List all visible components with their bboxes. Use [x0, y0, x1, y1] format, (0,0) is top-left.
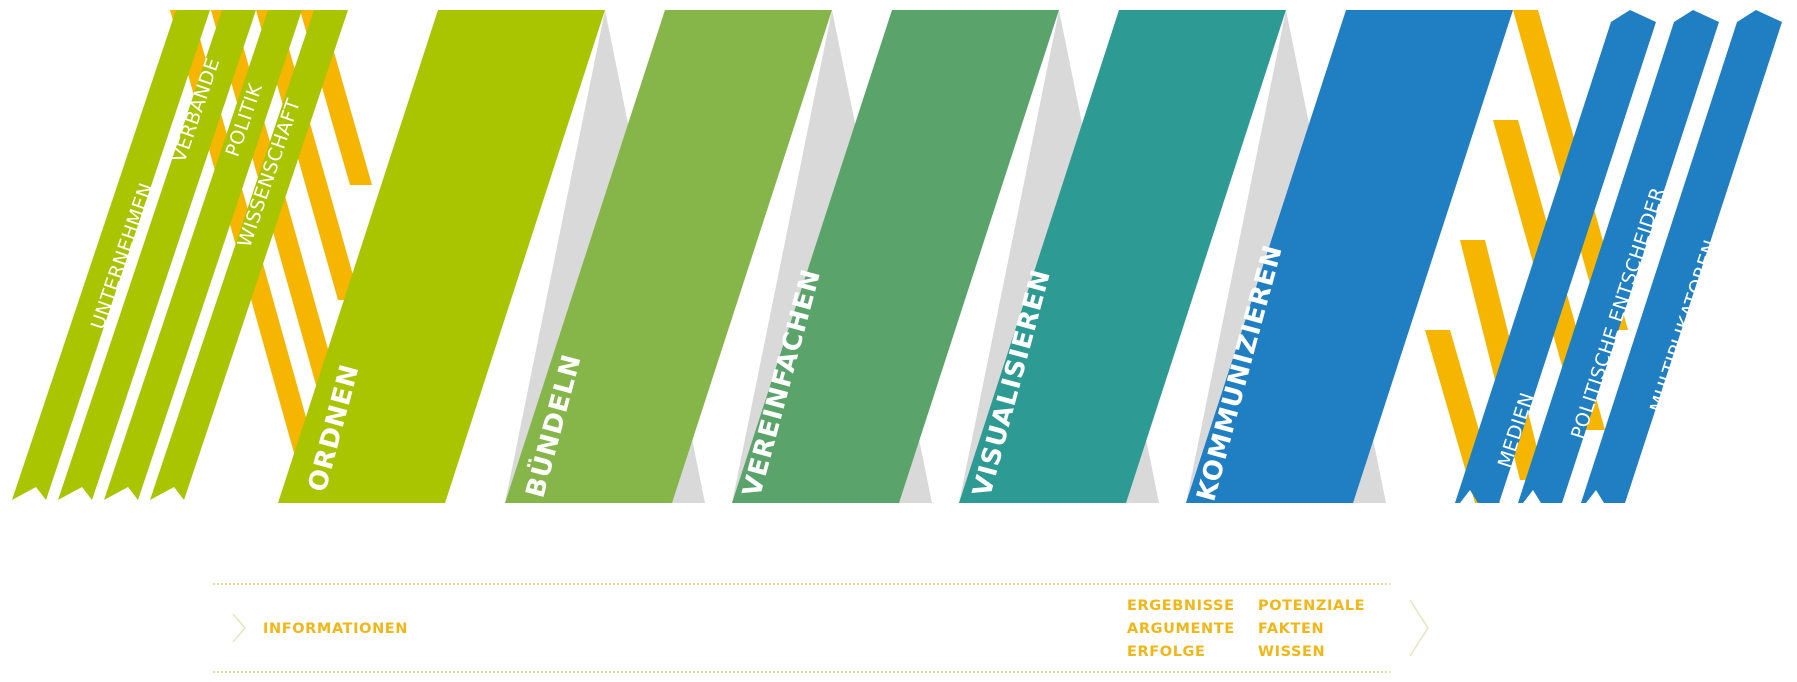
arrow-tip-ribbon — [1455, 10, 1656, 503]
info-input-label: INFORMATIONEN — [263, 621, 408, 637]
info-output-erfolge: ERFOLGE — [1127, 644, 1206, 660]
yellow-strip-3 — [256, 10, 360, 300]
stage-panel-buendeln — [505, 10, 832, 503]
info-arrow-head — [1409, 599, 1429, 657]
ribbon-notched-end — [58, 10, 256, 500]
ribbon-notched-end — [150, 10, 348, 500]
info-output-fakten: FAKTEN — [1258, 621, 1324, 637]
info-output-argumente: ARGUMENTE — [1127, 621, 1235, 637]
ribbon-notched-end — [104, 10, 302, 500]
information-arrow: INFORMATIONEN ERGEBNISSE ARGUMENTE ERFOL… — [213, 583, 1429, 673]
info-arrow-tail — [232, 613, 246, 643]
info-output-wissen: WISSEN — [1258, 644, 1325, 660]
info-output-potenziale: POTENZIALE — [1258, 598, 1365, 614]
stage-panel-kommunizieren — [1186, 10, 1513, 503]
arrow-tip-ribbon — [1581, 10, 1782, 503]
stage-panel-ordnen — [278, 10, 605, 503]
info-output-ergebnisse: ERGEBNISSE — [1127, 598, 1235, 614]
arrow-tip-ribbon — [1518, 10, 1719, 503]
stage-panel-visualisieren — [959, 10, 1286, 503]
ribbon-notched-end — [12, 10, 210, 500]
stage-panel-vereinfachen — [732, 10, 1059, 503]
target-ribbons: MEDIEN POLITISCHE ENTSCHEIDER MULTIPLIKA… — [1455, 10, 1782, 503]
stage-panels: ORDNEN BÜNDELN VEREINFACHEN VISUALISIERE… — [278, 10, 1513, 504]
